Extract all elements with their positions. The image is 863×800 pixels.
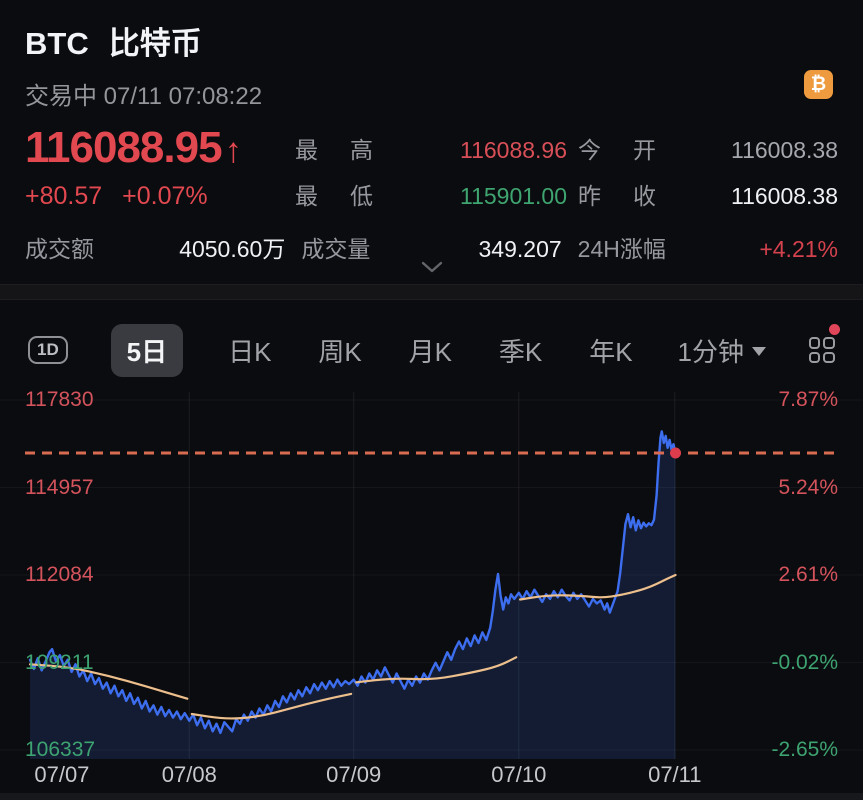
price-area-fill: [30, 431, 676, 759]
market-grid-button[interactable]: [808, 324, 840, 363]
chart-period-tabbar: 1D 5日 日K 周K 月K 季K 年K 1分钟: [0, 318, 863, 382]
stats-row-3: 成交额 4050.60万 成交量 349.207 24H涨幅 +4.21%: [25, 230, 838, 264]
x-axis-label-4: 07/11: [648, 762, 702, 787]
stat-turnover-value: 4050.60万: [179, 236, 286, 262]
tab-week-k[interactable]: 周K: [318, 336, 362, 367]
y-axis-right-label-4: -2.65%: [771, 738, 838, 761]
price-block: 116088.95↑ +80.57 +0.07%: [25, 123, 242, 211]
ma-line-path-0: [28, 663, 189, 700]
last-price: 116088.95↑: [25, 123, 242, 172]
y-axis-right-label-2: 2.61%: [778, 563, 838, 586]
stat-low-value: 115901.00: [459, 183, 567, 209]
stat-24h-change: 24H涨幅 +4.21%: [578, 230, 838, 264]
tab-quarter-k[interactable]: 季K: [498, 336, 543, 367]
stats-column-right: 今开 116008.38 昨收 116008.38: [578, 137, 838, 230]
stat-open-value: 116008.38: [730, 137, 838, 163]
stat-prev-close-value: 116008.38: [730, 183, 838, 209]
y-axis-left-label-3: 109211: [25, 650, 94, 674]
grid-square-icon: [823, 351, 835, 363]
x-axis-label-0: 07/07: [34, 762, 90, 787]
stat-turnover-label: 成交额: [25, 236, 94, 262]
price-chart[interactable]: 117830 7.87% 114957 5.24% 112084 2.61% 109211 -…: [0, 388, 863, 800]
tab-5d[interactable]: 5日: [110, 323, 184, 377]
x-axis-label-1: 07/08: [161, 762, 217, 787]
stat-low: 最低 115901.00: [295, 183, 567, 230]
notification-dot: [828, 324, 840, 335]
symbol-title: BTC: [25, 26, 89, 61]
ma-line-path-2: [355, 656, 518, 684]
tab-day-k[interactable]: 日K: [228, 336, 272, 367]
chevron-down-icon: [421, 261, 442, 273]
last-price-value: 116088.95: [25, 123, 223, 172]
tab-year-k[interactable]: 年K: [589, 336, 633, 367]
interval-selector[interactable]: 1分钟: [677, 332, 766, 369]
trading-status: 交易中: [25, 83, 97, 110]
stat-high-value: 116088.96: [459, 137, 567, 163]
ma-line-path-3: [519, 573, 677, 601]
x-axis-label-3: 07/10: [491, 762, 547, 787]
stat-prev-close: 昨收 116008.38: [578, 183, 838, 230]
y-axis-right-label-3: -0.02%: [771, 650, 838, 674]
y-axis-left-label-1: 114957: [25, 475, 94, 499]
y-axis-left-label-4: 106337: [25, 738, 96, 761]
y-axis-left-label-2: 112084: [25, 563, 94, 586]
stat-volume: 成交量 349.207: [301, 230, 561, 264]
stat-turnover: 成交额 4050.60万: [25, 230, 285, 264]
quote-datetime: 07/11 07:08:22: [103, 83, 263, 110]
price-change-pct: +0.07%: [122, 182, 208, 210]
ma-line-path-1: [190, 692, 353, 720]
collapse-stats-control[interactable]: [0, 261, 863, 274]
stat-volume-value: 349.207: [478, 236, 562, 262]
y-axis-right-label-1: 5.24%: [778, 475, 838, 499]
stat-low-label: 最低: [295, 183, 373, 209]
y-axis-right-label-0: 7.87%: [778, 388, 838, 411]
price-change-row: +80.57 +0.07%: [25, 182, 241, 211]
section-divider: [0, 284, 863, 300]
range-1d-button[interactable]: 1D: [28, 336, 68, 364]
stat-24h-change-value: +4.21%: [759, 236, 838, 262]
price-chart-svg: [0, 392, 863, 759]
price-change: +80.57: [25, 182, 103, 210]
y-axis-left-label-0: 117830: [25, 388, 94, 411]
stat-open-label: 今开: [578, 137, 656, 163]
header: BTC 比特币 交易中 07/11 07:08:22: [25, 18, 262, 111]
stat-24h-change-label: 24H涨幅: [577, 236, 666, 262]
tab-month-k[interactable]: 月K: [408, 336, 452, 367]
price-line-path: [28, 430, 677, 735]
coin-name: 比特币: [108, 26, 202, 61]
bitcoin-coin-icon: ₿: [804, 70, 833, 99]
current-price-dot: [670, 447, 681, 459]
stat-volume-label: 成交量: [301, 236, 371, 262]
price-up-arrow-icon: ↑: [224, 131, 242, 170]
page-title: BTC 比特币: [25, 18, 262, 63]
grid-square-icon: [808, 337, 821, 349]
bottom-band: [0, 793, 863, 800]
trading-status-row: 交易中 07/11 07:08:22: [25, 76, 262, 111]
stat-high: 最高 116088.96: [295, 137, 567, 184]
interval-selector-label: 1分钟: [677, 336, 744, 367]
x-axis-label-2: 07/09: [326, 762, 382, 787]
caret-down-icon: [751, 347, 766, 356]
grid-square-icon: [808, 351, 821, 363]
grid-square-icon: [823, 337, 835, 349]
stat-high-label: 最高: [295, 137, 373, 163]
stat-open: 今开 116008.38: [578, 137, 838, 184]
stat-prev-close-label: 昨收: [578, 183, 656, 209]
stats-column-left: 最高 116088.96 最低 115901.00: [295, 137, 567, 230]
